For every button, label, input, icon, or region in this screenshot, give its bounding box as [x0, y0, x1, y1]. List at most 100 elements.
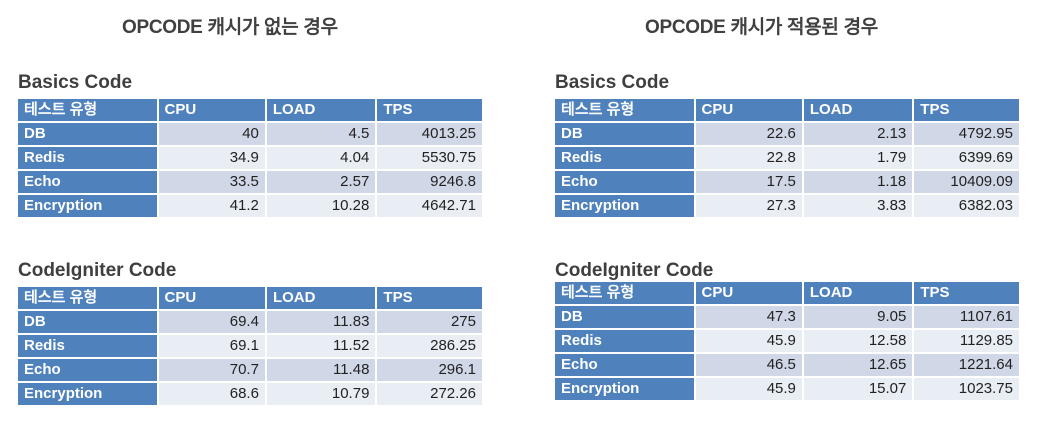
table-header-row: 테스트 유형 CPU LOAD TPS — [18, 99, 482, 121]
right-basics-section: Basics Code 테스트 유형 CPU LOAD TPS DB 22.6 … — [555, 71, 1021, 219]
tps-cell: 9246.8 — [377, 171, 482, 193]
load-cell: 4.04 — [266, 147, 376, 169]
row-label: DB — [555, 123, 694, 145]
cpu-cell: 40 — [158, 123, 265, 145]
cpu-cell: 68.6 — [158, 383, 265, 405]
left-column-title: OPCODE 캐시가 없는 경우 — [122, 17, 338, 38]
cpu-cell: 69.1 — [158, 335, 265, 357]
row-label: Encryption — [18, 195, 157, 217]
load-cell: 15.07 — [803, 378, 913, 400]
cpu-cell: 45.9 — [695, 330, 802, 352]
row-label: Encryption — [555, 195, 694, 217]
tps-cell: 275 — [377, 311, 482, 333]
table-row: Encryption 27.3 3.83 6382.03 — [555, 195, 1019, 217]
header-cell: LOAD — [266, 99, 376, 121]
header-cell: TPS — [377, 99, 482, 121]
table-row: Encryption 41.2 10.28 4642.71 — [18, 195, 482, 217]
header-cell: TPS — [914, 282, 1019, 304]
tps-cell: 296.1 — [377, 359, 482, 381]
cpu-cell: 34.9 — [158, 147, 265, 169]
header-cell: CPU — [158, 287, 265, 309]
tps-cell: 286.25 — [377, 335, 482, 357]
load-cell: 2.57 — [266, 171, 376, 193]
cpu-cell: 45.9 — [695, 378, 802, 400]
row-label: DB — [18, 123, 157, 145]
load-cell: 1.79 — [803, 147, 913, 169]
table-row: Echo 70.7 11.48 296.1 — [18, 359, 482, 381]
header-cell: TPS — [377, 287, 482, 309]
load-cell: 12.65 — [803, 354, 913, 376]
left-basics-section: Basics Code 테스트 유형 CPU LOAD TPS DB 40 4.… — [18, 71, 484, 219]
row-label: Redis — [555, 330, 694, 352]
load-cell: 2.13 — [803, 123, 913, 145]
table-row: DB 40 4.5 4013.25 — [18, 123, 482, 145]
right-codeigniter-section: CodeIgniter Code 테스트 유형 CPU LOAD TPS DB … — [555, 259, 1021, 402]
cpu-cell: 69.4 — [158, 311, 265, 333]
right-codeigniter-table: 테스트 유형 CPU LOAD TPS DB 47.3 9.05 1107.61… — [553, 280, 1021, 402]
header-cell: CPU — [695, 282, 802, 304]
row-label: Encryption — [555, 378, 694, 400]
section-title: Basics Code — [555, 72, 670, 93]
cpu-cell: 27.3 — [695, 195, 802, 217]
header-cell: LOAD — [266, 287, 376, 309]
tps-cell: 4792.95 — [914, 123, 1019, 145]
table-row: Echo 33.5 2.57 9246.8 — [18, 171, 482, 193]
header-cell: CPU — [695, 99, 802, 121]
load-cell: 11.52 — [266, 335, 376, 357]
table-row: Echo 46.5 12.65 1221.64 — [555, 354, 1019, 376]
tps-cell: 6382.03 — [914, 195, 1019, 217]
cpu-cell: 22.6 — [695, 123, 802, 145]
cpu-cell: 70.7 — [158, 359, 265, 381]
header-cell: 테스트 유형 — [555, 282, 694, 304]
cpu-cell: 41.2 — [158, 195, 265, 217]
left-codeigniter-section: CodeIgniter Code 테스트 유형 CPU LOAD TPS DB … — [18, 259, 484, 407]
header-cell: 테스트 유형 — [18, 99, 157, 121]
load-cell: 10.79 — [266, 383, 376, 405]
section-title: Basics Code — [18, 72, 133, 93]
tps-cell: 1107.61 — [914, 306, 1019, 328]
load-cell: 10.28 — [266, 195, 376, 217]
table-row: DB 47.3 9.05 1107.61 — [555, 306, 1019, 328]
left-basics-table: 테스트 유형 CPU LOAD TPS DB 40 4.5 4013.25 Re… — [16, 97, 484, 219]
section-title: CodeIgniter Code — [18, 260, 177, 281]
tps-cell: 4013.25 — [377, 123, 482, 145]
table-header-row: 테스트 유형 CPU LOAD TPS — [555, 99, 1019, 121]
header-cell: LOAD — [803, 99, 913, 121]
tps-cell: 5530.75 — [377, 147, 482, 169]
load-cell: 9.05 — [803, 306, 913, 328]
tps-cell: 6399.69 — [914, 147, 1019, 169]
table-row: Echo 17.5 1.18 10409.09 — [555, 171, 1019, 193]
load-cell: 4.5 — [266, 123, 376, 145]
row-label: Echo — [555, 171, 694, 193]
row-label: Redis — [18, 335, 157, 357]
row-label: Redis — [18, 147, 157, 169]
tps-cell: 4642.71 — [377, 195, 482, 217]
table-row: Encryption 68.6 10.79 272.26 — [18, 383, 482, 405]
load-cell: 11.83 — [266, 311, 376, 333]
table-header-row: 테스트 유형 CPU LOAD TPS — [555, 282, 1019, 304]
row-label: Echo — [18, 359, 157, 381]
table-row: Redis 34.9 4.04 5530.75 — [18, 147, 482, 169]
cpu-cell: 22.8 — [695, 147, 802, 169]
header-cell: TPS — [914, 99, 1019, 121]
cpu-cell: 17.5 — [695, 171, 802, 193]
row-label: Echo — [18, 171, 157, 193]
header-cell: 테스트 유형 — [555, 99, 694, 121]
table-row: Redis 22.8 1.79 6399.69 — [555, 147, 1019, 169]
row-label: DB — [555, 306, 694, 328]
table-row: DB 69.4 11.83 275 — [18, 311, 482, 333]
cpu-cell: 46.5 — [695, 354, 802, 376]
header-cell: LOAD — [803, 282, 913, 304]
header-cell: CPU — [158, 99, 265, 121]
tps-cell: 1129.85 — [914, 330, 1019, 352]
right-basics-table: 테스트 유형 CPU LOAD TPS DB 22.6 2.13 4792.95… — [553, 97, 1021, 219]
left-codeigniter-table: 테스트 유형 CPU LOAD TPS DB 69.4 11.83 275 Re… — [16, 285, 484, 407]
row-label: Redis — [555, 147, 694, 169]
tps-cell: 272.26 — [377, 383, 482, 405]
table-row: Redis 69.1 11.52 286.25 — [18, 335, 482, 357]
tps-cell: 1221.64 — [914, 354, 1019, 376]
cpu-cell: 47.3 — [695, 306, 802, 328]
row-label: Echo — [555, 354, 694, 376]
header-cell: 테스트 유형 — [18, 287, 157, 309]
load-cell: 3.83 — [803, 195, 913, 217]
